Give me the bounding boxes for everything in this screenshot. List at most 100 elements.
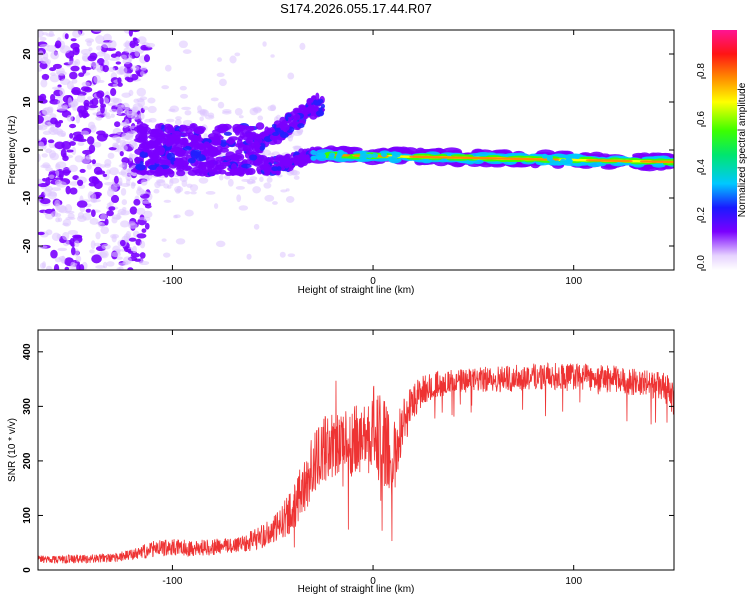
spectrogram-blob [40, 79, 48, 88]
spectrogram-blob [271, 123, 277, 128]
spectrogram-blob [86, 163, 92, 170]
spectrogram-blob [184, 191, 191, 195]
spectrogram-blob [171, 130, 182, 139]
colorbar-label: Normalized spectral amplitude [737, 82, 748, 217]
spectrogram-blob [341, 154, 350, 157]
spectrogram-blob [240, 125, 249, 130]
spectrogram-blob [178, 137, 189, 146]
spectrogram-blob [38, 30, 44, 38]
spectrogram-blob [95, 170, 106, 175]
spectrogram-blob [55, 217, 61, 223]
spectrogram-blob [59, 87, 65, 97]
spectrogram-blob [109, 167, 119, 176]
spectrogram-blob [224, 174, 231, 180]
spectrogram-blob [46, 45, 57, 52]
spectrogram-blob [624, 159, 633, 163]
spectrogram-blob [201, 161, 210, 166]
spectrogram-blob [106, 261, 115, 267]
spectrogram-blob [235, 149, 243, 155]
spectrogram-blob [49, 74, 60, 83]
spectrogram-blob [305, 155, 310, 164]
spectrogram-blob [39, 36, 47, 42]
spectrogram-blob [56, 181, 67, 188]
spectrogram-blob [87, 55, 97, 62]
spectrogram-blob [215, 156, 225, 162]
spectrogram-blob [546, 156, 553, 162]
spectrogram-blob [137, 186, 142, 192]
spectrogram-blob [123, 47, 134, 53]
spectrogram-blob [42, 130, 52, 136]
spectrogram-blob [142, 106, 149, 111]
spectrogram-blob [50, 125, 55, 133]
spectrogram-blob [541, 153, 548, 159]
colorbar: 0.0 0.2 0.4 0.6 0.8 Normalized spectral ampl… [696, 30, 748, 271]
spectrogram-blob [115, 51, 122, 58]
spectrogram-blob [366, 153, 373, 159]
spectrogram-blob [190, 124, 196, 129]
spectrogram-blob [238, 115, 244, 119]
spectrogram-blob [246, 253, 252, 260]
spectrogram-blob [39, 62, 48, 70]
spectrogram-blob [136, 137, 144, 143]
spectrogram-blob [103, 53, 111, 61]
spectrogram-blob [100, 105, 105, 114]
spectrogram-blob [221, 110, 232, 115]
spectrogram-blob [254, 150, 260, 155]
spectrogram-blob [234, 108, 243, 116]
spectrogram-blob [219, 139, 228, 147]
spectrogram-blob [70, 42, 80, 50]
colorbar-tick-label: 0.2 [696, 207, 707, 221]
spectrogram-blob [145, 42, 156, 48]
spectrogram-blob [54, 120, 59, 126]
spectrogram-blob [123, 256, 132, 265]
spectrogram-blob [60, 148, 67, 158]
spectrogram-blob [102, 261, 108, 269]
spectrogram-blob [184, 110, 192, 116]
spectrogram-blob [91, 159, 97, 165]
spectrogram-blob [253, 223, 260, 230]
spectrogram-blob [42, 116, 51, 121]
spectrogram-blob [276, 166, 282, 171]
spectrogram-blob [241, 163, 252, 169]
spectrogram-blob [219, 162, 231, 167]
spectrogram-blob [110, 97, 120, 104]
spectrogram-blob [90, 209, 96, 218]
spectrogram-blob [217, 123, 229, 132]
spectrogram-blob [162, 159, 171, 164]
spectrogram-blob [166, 152, 176, 161]
spectrogram-blob [105, 47, 117, 52]
spectrogram-blob [126, 110, 134, 119]
spectrogram-blob [102, 64, 109, 73]
spectrogram-blob [270, 54, 275, 58]
spectrogram-blob [50, 249, 58, 259]
spectrogram-blob [120, 162, 128, 169]
spectrogram-blob [38, 141, 45, 150]
spectrogram-blob [80, 130, 90, 136]
spectrogram-blob [67, 213, 75, 219]
spectrogram-blob [285, 158, 294, 165]
spectrogram-blob [147, 97, 156, 104]
spectrogram-blob [255, 122, 265, 130]
spectrogram-blob [113, 175, 119, 184]
spectrogram-blob [299, 42, 306, 51]
spectrogram-blob [116, 256, 123, 260]
spectrogram-blob [174, 186, 184, 193]
spectrogram-blob [297, 123, 305, 129]
spectrogram-blob [120, 54, 127, 59]
spectrogram-blob [93, 141, 102, 148]
spectrogram-blob [279, 130, 285, 136]
spectrogram-blob [38, 67, 43, 72]
spectrogram-blob [119, 151, 124, 157]
spectrogram-blob [45, 229, 53, 236]
spectrogram-blob [45, 148, 52, 154]
spectrogram-blob [140, 66, 147, 71]
spectrogram-blob [54, 141, 65, 150]
spectrogram-blob [155, 123, 162, 131]
colorbar-tick-label: 0.4 [696, 159, 707, 173]
spectrogram-blob [99, 97, 104, 105]
spectrogram-blob [179, 85, 187, 91]
spectrogram-blob [245, 137, 252, 144]
spectrogram-blob [274, 126, 281, 133]
spectrogram-blob [40, 198, 51, 205]
spectrogram-blob [193, 144, 201, 150]
